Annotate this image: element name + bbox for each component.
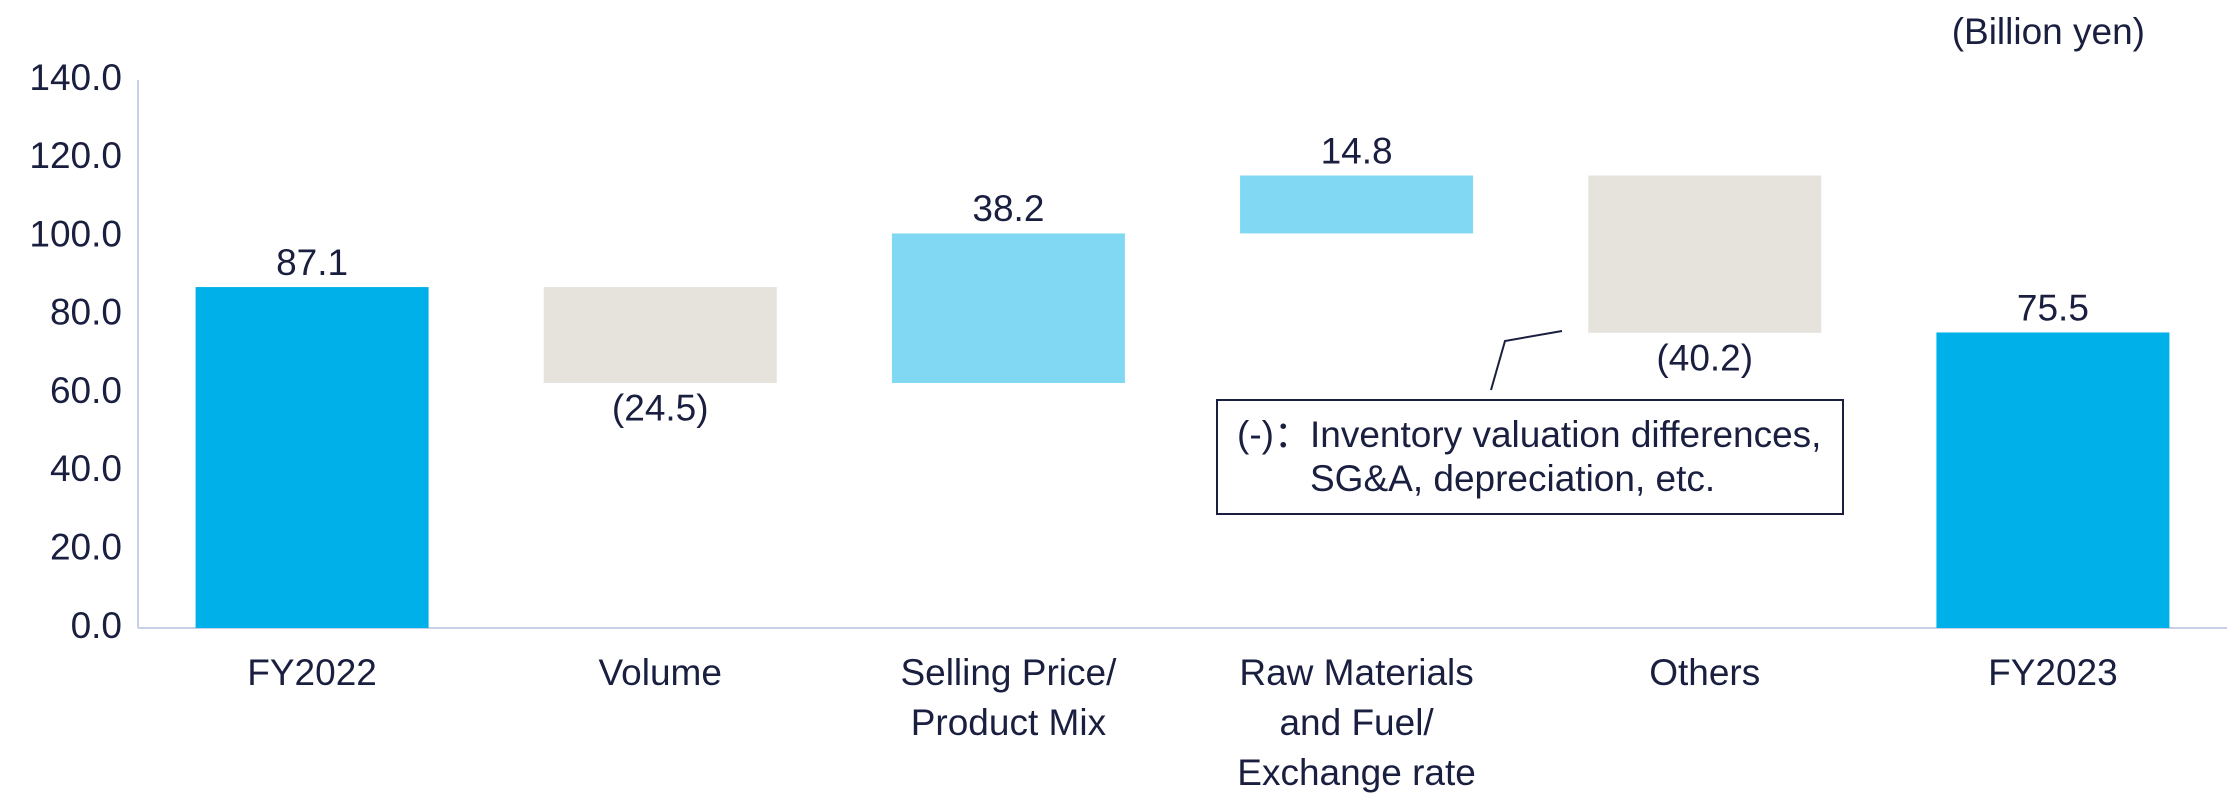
y-tick-label: 0.0 [71,605,122,646]
y-tick-label: 120.0 [29,135,122,176]
annotation-line: SG&A, depreciation, etc. [1310,458,1715,499]
value-label: (40.2) [1656,338,1753,379]
x-tick-label: Others [1649,652,1761,693]
x-tick-label: Volume [598,652,722,693]
value-label: 14.8 [1321,130,1393,171]
annotation-leader [1490,330,1563,391]
x-tick-label: FY2023 [1988,652,2118,693]
x-tick-label: Selling Price/ Product Mix [900,652,1117,743]
y-tick-label: 100.0 [29,213,122,254]
bar [1588,175,1822,333]
value-label: 87.1 [276,242,348,283]
unit-label: (Billion yen) [1952,11,2145,52]
annotation-box [1216,399,1844,515]
bar [891,233,1125,383]
annotation-line: Inventory valuation differences, [1310,414,1821,455]
value-label: (24.5) [612,388,709,429]
bar [543,287,777,383]
bar [195,287,429,628]
value-label: 75.5 [2017,287,2089,328]
y-tick-label: 20.0 [50,526,122,567]
y-tick-label: 140.0 [29,57,122,98]
value-label: 38.2 [972,188,1044,229]
bar [1936,332,2170,628]
y-tick-label: 40.0 [50,448,122,489]
x-tick-label: FY2022 [247,652,377,693]
bar [1240,175,1474,234]
annotation-prefix: (-)： [1237,414,1311,455]
y-tick-label: 80.0 [50,292,122,333]
y-tick-label: 60.0 [50,370,122,411]
x-tick-label: Raw Materials and Fuel/ Exchange rate [1237,652,1476,793]
